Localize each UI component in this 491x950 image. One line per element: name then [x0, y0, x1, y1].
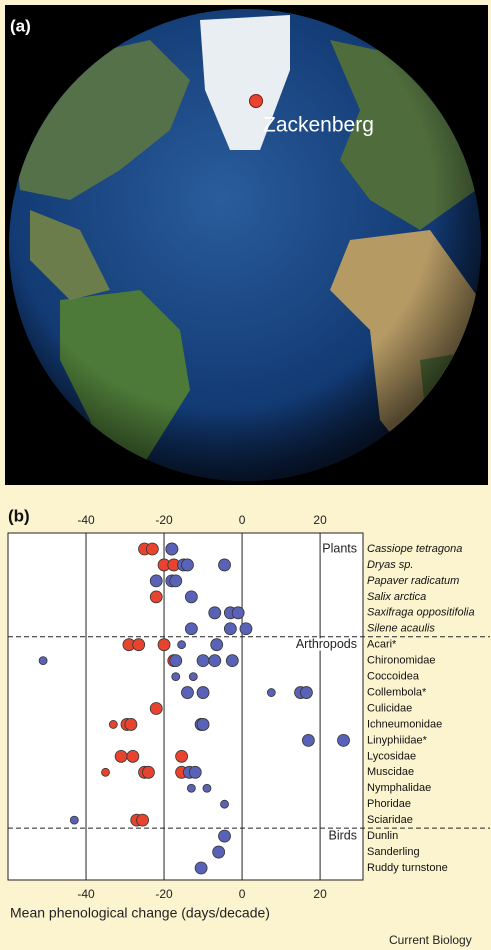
- x-tick-label: 20: [313, 887, 327, 901]
- row-label: Sciaridae: [367, 814, 413, 826]
- point: [232, 607, 244, 619]
- globe-panel: (a) Zackenberg: [5, 5, 490, 485]
- row-label: Dryas sp.: [367, 559, 413, 571]
- point: [197, 718, 209, 730]
- row-label: Muscidae: [367, 766, 414, 778]
- point: [226, 655, 238, 667]
- row-label: Sanderling: [367, 846, 420, 858]
- point: [181, 687, 193, 699]
- row-label: Ruddy turnstone: [367, 862, 448, 874]
- x-tick-label: 0: [239, 513, 246, 527]
- point: [127, 750, 139, 762]
- point: [172, 673, 180, 681]
- point: [170, 575, 182, 587]
- point: [137, 814, 149, 826]
- row-label: Collembola*: [367, 686, 427, 698]
- point: [213, 846, 225, 858]
- row-label: Nymphalidae: [367, 782, 431, 794]
- point: [102, 768, 110, 776]
- figure: (a) Zackenberg (b) Plants Arthropods Birds…: [0, 0, 491, 950]
- point: [187, 784, 195, 792]
- point: [240, 623, 252, 635]
- row-label: Saxifraga oppositifolia: [367, 607, 475, 619]
- point: [176, 750, 188, 762]
- point: [337, 734, 349, 746]
- point: [170, 655, 182, 667]
- group-label: Arthropods: [296, 637, 357, 651]
- x-tick-label: -40: [77, 887, 95, 901]
- point: [195, 862, 207, 874]
- row-label: Ichneumonidae: [367, 718, 442, 730]
- point: [219, 830, 231, 842]
- point: [267, 689, 275, 697]
- point: [142, 766, 154, 778]
- journal-credit: Current Biology: [389, 933, 472, 947]
- point: [211, 639, 223, 651]
- point: [158, 639, 170, 651]
- point: [197, 687, 209, 699]
- point: [302, 734, 314, 746]
- row-label: Dunlin: [367, 830, 398, 842]
- point: [219, 559, 231, 571]
- x-axis-label: Mean phenological change (days/decade): [10, 905, 270, 921]
- point: [209, 607, 221, 619]
- point: [39, 657, 47, 665]
- x-tick-label: 20: [313, 513, 327, 527]
- row-label: Chironomidae: [367, 655, 435, 667]
- point: [146, 543, 158, 555]
- point: [209, 655, 221, 667]
- row-label: Culicidae: [367, 702, 412, 714]
- x-tick-label: -40: [77, 513, 95, 527]
- row-label: Salix arctica: [367, 591, 426, 603]
- point: [150, 575, 162, 587]
- row-label: Papaver radicatum: [367, 575, 459, 587]
- point: [178, 641, 186, 649]
- point: [125, 718, 137, 730]
- x-tick-label: -20: [155, 887, 173, 901]
- row-label: Linyphiidae*: [367, 734, 428, 746]
- row-label: Silene acaulis: [367, 623, 435, 635]
- point: [166, 543, 178, 555]
- panel-label: (a): [10, 16, 31, 35]
- point: [150, 591, 162, 603]
- point: [224, 623, 236, 635]
- group-label: Birds: [329, 828, 357, 842]
- point: [185, 623, 197, 635]
- point: [300, 687, 312, 699]
- point: [221, 800, 229, 808]
- row-label: Phoridae: [367, 798, 411, 810]
- point: [185, 591, 197, 603]
- site-label: Zackenberg: [263, 114, 374, 137]
- group-label: Plants: [322, 541, 357, 555]
- point: [189, 673, 197, 681]
- point: [115, 750, 127, 762]
- site-marker: [250, 95, 263, 108]
- point: [109, 720, 117, 728]
- point: [70, 816, 78, 824]
- point: [133, 639, 145, 651]
- row-label: Lycosidae: [367, 750, 416, 762]
- point: [189, 766, 201, 778]
- point: [197, 655, 209, 667]
- x-tick-label: -20: [155, 513, 173, 527]
- row-label: Acari*: [367, 639, 397, 651]
- point: [181, 559, 193, 571]
- row-label: Cassiope tetragona: [367, 543, 462, 555]
- point: [150, 703, 162, 715]
- panel-label: (b): [8, 506, 30, 525]
- row-label: Coccoidea: [367, 671, 420, 683]
- point: [203, 784, 211, 792]
- x-tick-label: 0: [239, 887, 246, 901]
